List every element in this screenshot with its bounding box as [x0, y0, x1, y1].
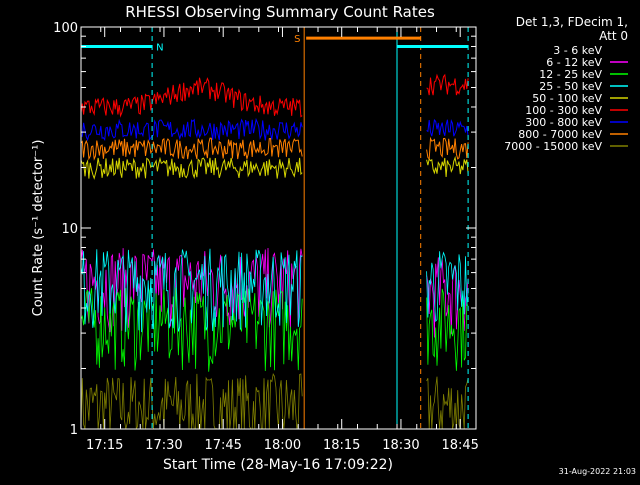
x-tick-label: 17:15 [86, 438, 123, 453]
state-bar-label-2: S [294, 34, 300, 45]
series-25-50-kev-segment-2 [426, 251, 469, 323]
series-7000-15000-kev-segment-2 [426, 376, 469, 430]
series-12-25-kev-segment-2 [426, 288, 469, 371]
footer-timestamp: 31-Aug-2022 21:03 [559, 467, 636, 476]
series-300-800-kev-segment-1 [80, 117, 303, 142]
legend-header-line-1: Det 1,3, FDecim 1, [516, 15, 628, 29]
series-50-100-kev-segment-2 [426, 155, 469, 178]
series-50-100-kev-segment-1 [80, 156, 303, 180]
series-100-300-kev-segment-1 [80, 77, 303, 118]
x-tick-label: 18:45 [441, 438, 478, 453]
x-axis-label: Start Time (28-May-16 17:09:22) [163, 457, 393, 473]
y-axis-label: Count Rate (s⁻¹ detector⁻¹) [31, 140, 46, 317]
series-800-7000-kev-segment-2 [426, 136, 469, 161]
chart-title: RHESSI Observing Summary Count Rates [125, 3, 435, 21]
legend-label-800-7000-kev: 800 - 7000 keV [518, 128, 602, 141]
legend-label-300-800-kev: 300 - 800 keV [525, 116, 602, 129]
x-tick-label: 18:30 [382, 438, 419, 453]
y-tick-label: 1 [70, 423, 78, 438]
series-800-7000-kev-segment-1 [80, 137, 303, 161]
legend-label-25-50-kev: 25 - 50 keV [539, 80, 602, 93]
x-tick-label: 17:45 [204, 438, 241, 453]
series-100-300-kev-segment-2 [426, 73, 469, 96]
legend-label-3-6-kev: 3 - 6 keV [553, 44, 602, 57]
x-tick-label: 18:15 [323, 438, 360, 453]
series-12-25-kev-segment-1 [80, 287, 303, 372]
legend-label-50-100-kev: 50 - 100 keV [532, 92, 602, 105]
y-tick-label: 100 [53, 21, 78, 36]
state-bar-label-1: N [156, 42, 163, 53]
plot-layer: NS [80, 27, 469, 430]
y-tick-label: 10 [61, 222, 78, 237]
axis-layer: 17:15 17:30 17:45 18:00 18:15 18:30 18:45 1 10 10… [53, 21, 479, 453]
series-300-800-kev-segment-2 [426, 118, 469, 137]
legend-label-7000-15000-kev: 7000 - 15000 keV [504, 140, 602, 153]
legend-label-100-300-kev: 100 - 300 keV [525, 104, 602, 117]
legend-label-6-12-kev: 6 - 12 keV [546, 56, 602, 69]
x-tick-label: 18:00 [264, 438, 301, 453]
legend-label-12-25-kev: 12 - 25 keV [539, 68, 602, 81]
series-25-50-kev-segment-1 [80, 248, 303, 333]
x-tick-label: 17:30 [145, 438, 182, 453]
series-6-12-kev-segment-1 [80, 247, 303, 333]
legend-header-line-2: Att 0 [599, 29, 628, 43]
